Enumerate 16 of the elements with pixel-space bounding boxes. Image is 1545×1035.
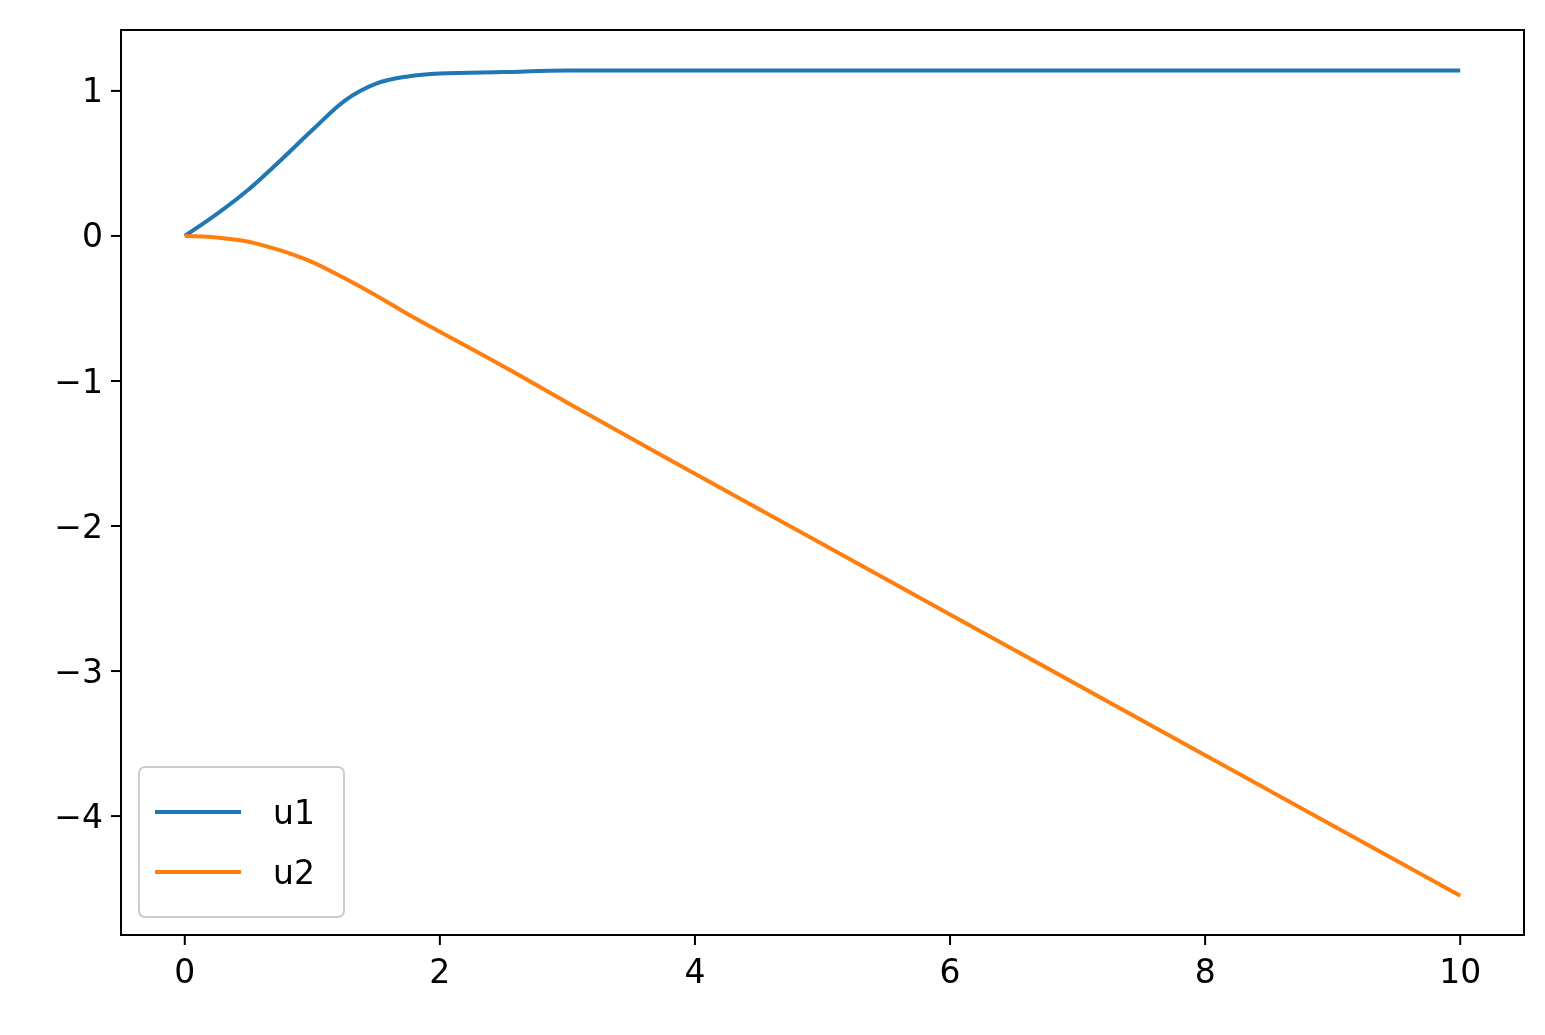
y-tick-label: 0 [82, 216, 103, 256]
x-tick-label: 0 [174, 952, 196, 991]
x-tick-label: 2 [429, 952, 451, 991]
y-tick-label: −1 [54, 361, 103, 401]
x-tick-label: 10 [1439, 952, 1482, 991]
y-tick-label: −4 [54, 796, 103, 836]
y-tick-label: −2 [54, 506, 103, 546]
legend-label: u1 [273, 792, 315, 832]
x-tick-label: 8 [1194, 952, 1216, 991]
y-tick-label: 1 [82, 71, 103, 111]
line-series [182, 233, 1463, 898]
legend-label: u2 [273, 852, 315, 892]
line-series [182, 68, 1463, 238]
x-tick-label: 4 [684, 952, 706, 991]
y-tick-label: −3 [54, 651, 103, 691]
x-tick-label: 6 [939, 952, 961, 991]
